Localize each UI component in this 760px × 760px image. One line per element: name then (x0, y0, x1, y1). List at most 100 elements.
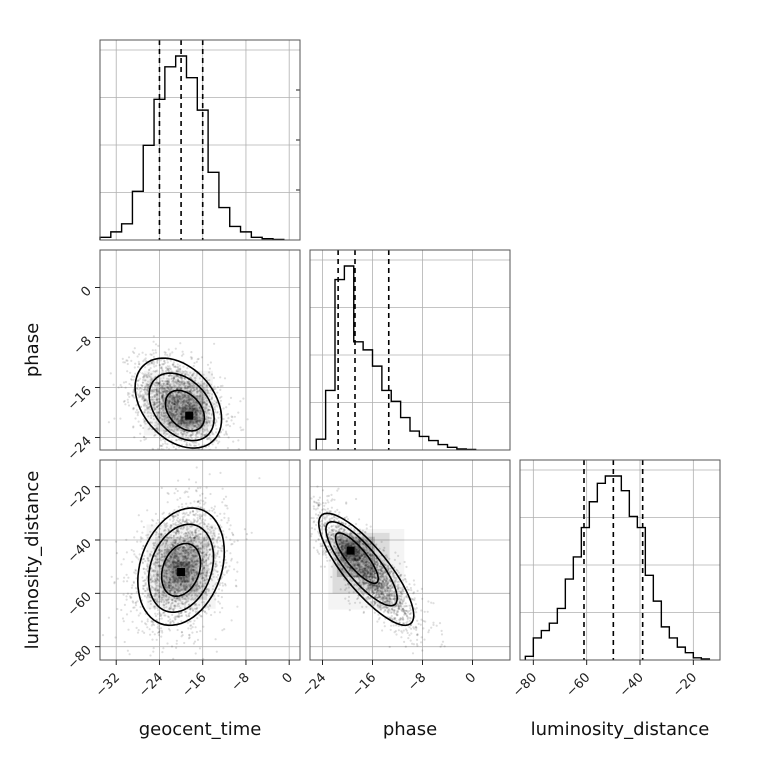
sample-point (239, 426, 242, 429)
sample-point (182, 545, 185, 549)
sample-point (188, 540, 191, 543)
sample-point (181, 546, 184, 549)
sample-point (236, 539, 239, 542)
sample-point (172, 380, 175, 383)
sample-point (177, 386, 181, 389)
sample-point (203, 388, 206, 391)
sample-point (195, 412, 198, 415)
sample-point (168, 374, 171, 377)
sample-point (213, 505, 216, 508)
sample-point (203, 410, 206, 413)
sample-point (176, 390, 179, 394)
sample-point (159, 366, 162, 369)
sample-point (195, 404, 198, 407)
sample-point (172, 561, 175, 564)
sample-point (144, 387, 147, 390)
sample-point (175, 639, 178, 642)
sample-point (202, 430, 205, 433)
sample-point (166, 432, 169, 435)
sample-point (192, 385, 195, 388)
sample-point (206, 421, 209, 424)
sample-point (227, 412, 230, 416)
sample-point (163, 595, 166, 598)
sample-point (176, 401, 179, 404)
sample-point (161, 391, 164, 394)
sample-point (168, 565, 171, 568)
sample-point (192, 407, 195, 410)
sample-point (194, 415, 198, 418)
sample-point (134, 362, 137, 365)
sample-point (161, 512, 164, 516)
sample-point (125, 595, 128, 598)
sample-point (156, 553, 159, 556)
sample-point (154, 605, 157, 608)
sample-point (171, 370, 174, 373)
sample-point (178, 395, 182, 398)
sample-point (189, 383, 192, 386)
sample-point (179, 402, 182, 405)
sample-point (180, 417, 183, 420)
sample-point (176, 366, 180, 369)
sample-point (204, 519, 207, 522)
sample-point (125, 359, 128, 362)
sample-point (146, 536, 149, 539)
sample-point (170, 386, 173, 389)
sample-point (186, 408, 189, 411)
sample-point (186, 521, 189, 524)
sample-point (183, 401, 186, 404)
sample-point (176, 387, 179, 390)
sample-point (232, 534, 235, 537)
sample-point (191, 433, 194, 436)
sample-point (192, 386, 195, 389)
sample-point (191, 385, 194, 388)
sample-point (142, 388, 145, 391)
sample-point (136, 556, 139, 559)
sample-point (143, 584, 146, 588)
sample-point (163, 419, 166, 423)
sample-point (195, 360, 198, 363)
sample-point (194, 540, 198, 543)
sample-point (158, 595, 161, 598)
sample-point (161, 394, 164, 397)
sample-point (173, 400, 176, 403)
sample-point (169, 385, 172, 388)
sample-point (175, 386, 178, 389)
sample-point (243, 528, 246, 531)
sample-point (162, 398, 165, 401)
sample-point (166, 391, 169, 394)
sample-point (162, 394, 165, 397)
sample-point (139, 405, 143, 408)
sample-point (147, 371, 150, 374)
sample-point (183, 453, 185, 455)
sample-point (188, 400, 191, 403)
sample-point (179, 424, 182, 427)
sample-point (189, 390, 192, 393)
sample-point (162, 382, 165, 385)
sample-point (138, 395, 141, 398)
sample-point (187, 574, 191, 578)
sample-point (132, 391, 135, 394)
sample-point (176, 401, 179, 404)
sample-point (185, 502, 188, 505)
sample-point (138, 363, 141, 366)
sample-point (216, 551, 219, 554)
sample-point (164, 572, 167, 575)
sample-point (193, 418, 196, 421)
sample-point (186, 436, 189, 439)
sample-point (177, 395, 181, 398)
sample-point (187, 390, 190, 393)
sample-point (191, 374, 194, 377)
sample-point (184, 554, 187, 558)
sample-point (214, 422, 217, 425)
sample-point (219, 376, 222, 379)
sample-point (210, 373, 214, 376)
sample-point (200, 398, 204, 401)
sample-point (167, 400, 170, 403)
sample-point (153, 400, 156, 403)
sample-point (161, 395, 164, 398)
sample-point (151, 421, 154, 424)
sample-point (162, 376, 165, 380)
sample-point (184, 408, 187, 411)
sample-point (134, 587, 137, 590)
sample-point (164, 369, 168, 373)
